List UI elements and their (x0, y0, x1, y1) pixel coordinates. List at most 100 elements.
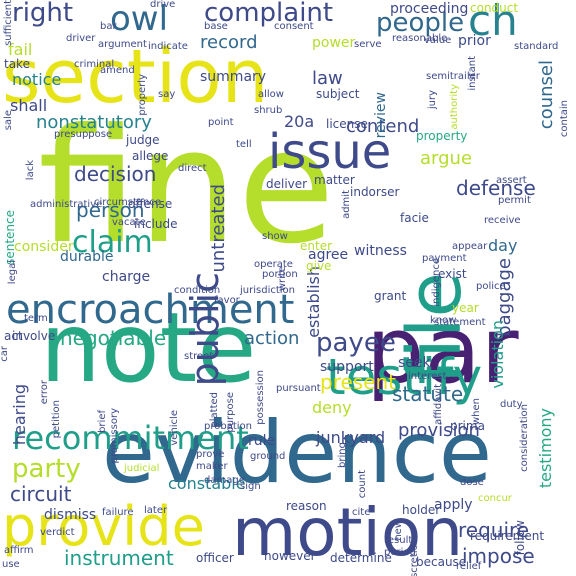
cloud-word: fine (38, 95, 335, 279)
cloud-word: proceeding (390, 1, 469, 17)
cloud-word: serve (354, 39, 382, 50)
cloud-word: establish (304, 266, 323, 338)
cloud-word: point (208, 117, 234, 128)
cloud-word: probation (204, 421, 252, 432)
cloud-word: record (200, 32, 258, 53)
cloud-word: circumstance (94, 197, 161, 208)
cloud-word: counsel (536, 60, 557, 130)
cloud-word: prima (450, 419, 485, 433)
cloud-word: action (244, 328, 300, 349)
cloud-word: requirement (470, 529, 545, 543)
cloud-word: later (144, 505, 168, 516)
cloud-word: indorser (350, 185, 400, 199)
cloud-word: statute (392, 382, 464, 406)
cloud-word: property (416, 129, 468, 143)
cloud-word: show (262, 231, 288, 242)
cloud-word: assert (496, 175, 527, 186)
cloud-word: consent (274, 21, 314, 32)
cloud-word: duty (500, 399, 523, 410)
cloud-word: receive (484, 215, 521, 226)
cloud-word: car (0, 346, 10, 362)
cloud-word: subject (316, 87, 360, 101)
cloud-word: grant (374, 289, 407, 303)
cloud-word: result (384, 535, 413, 546)
cloud-word: provide (2, 495, 205, 558)
cloud-word: contend (346, 116, 420, 137)
cloud-word: sufficient (3, 0, 14, 46)
cloud-word: jurisdiction (240, 285, 295, 296)
cloud-word: administrative (30, 199, 103, 210)
cloud-word: consideration (519, 404, 530, 472)
cloud-word: notice (12, 70, 62, 89)
cloud-word: officer (196, 551, 234, 565)
cloud-word: law (312, 68, 343, 89)
cloud-word: value (424, 35, 452, 46)
cloud-word: bar (100, 21, 117, 32)
cloud-word: testimony (536, 408, 555, 489)
cloud-word: seek (398, 355, 431, 371)
cloud-word: license (326, 117, 368, 131)
cloud-word: holder (402, 503, 441, 517)
cloud-word: defense (456, 176, 536, 200)
cloud-word: section (2, 34, 269, 120)
cloud-word: sentence (3, 210, 17, 265)
cloud-word: amend (100, 65, 135, 76)
cloud-word: evidence (102, 403, 492, 503)
cloud-word: interest (408, 371, 447, 382)
cloud-word: shrub (254, 105, 283, 116)
cloud-word: require (458, 518, 530, 542)
cloud-word: use (2, 559, 20, 570)
cloud-word: dismiss (44, 507, 97, 523)
cloud-word: owl (110, 0, 169, 39)
cloud-word: indicate (148, 41, 188, 52)
cloud-word: agree (308, 247, 349, 263)
cloud-word: impose (462, 544, 535, 568)
cloud-word: par (366, 297, 519, 404)
cloud-word: allege (132, 149, 169, 163)
cloud-word: street (184, 351, 214, 362)
cloud-word: enter (300, 239, 333, 253)
cloud-word: include (134, 217, 178, 231)
cloud-word: properly (137, 74, 148, 116)
cloud-word: dose (460, 477, 484, 488)
cloud-word: involve (12, 329, 56, 343)
cloud-word: recommitment (12, 419, 249, 457)
cloud-word: base (204, 21, 228, 32)
cloud-word: cite (352, 507, 371, 518)
cloud-word: petition (51, 400, 62, 439)
cloud-word: right (12, 0, 74, 28)
cloud-word: authority (449, 84, 460, 130)
cloud-word: year (452, 301, 479, 315)
cloud-word: semitrailer (426, 71, 480, 82)
cloud-word: jury (427, 90, 438, 110)
cloud-word: decision (74, 162, 157, 186)
cloud-word: standard (514, 41, 559, 52)
cloud-word: appear (452, 241, 488, 252)
cloud-word: fail (8, 40, 33, 59)
cloud-word: permit (498, 195, 531, 206)
cloud-word: reason (286, 499, 327, 513)
cloud-word: reasonable (392, 33, 448, 44)
cloud-word: driver (66, 33, 96, 44)
cloud-word: facie (400, 211, 429, 225)
cloud-word: direct (178, 163, 207, 174)
cloud-word: judge (126, 133, 160, 147)
cloud-word: offense (128, 197, 173, 211)
cloud-word: constable (168, 474, 246, 493)
cloud-word: rule (248, 433, 276, 449)
cloud-word: testify (326, 348, 483, 406)
cloud-word: motion (232, 494, 464, 571)
cloud-word: deliver (266, 177, 308, 191)
cloud-word: nonstatutory (36, 112, 152, 133)
cloud-word: allow (258, 89, 284, 100)
cloud-word: tell (236, 139, 252, 150)
cloud-word: violation (488, 320, 507, 389)
cloud-word: bring (337, 442, 348, 468)
cloud-word: determine (330, 551, 392, 565)
cloud-word: prove (196, 449, 225, 460)
cloud-word: deny (312, 398, 352, 417)
cloud-word: give (306, 259, 332, 273)
cloud-word: possession (255, 370, 266, 425)
cloud-word: untreated (208, 184, 229, 273)
